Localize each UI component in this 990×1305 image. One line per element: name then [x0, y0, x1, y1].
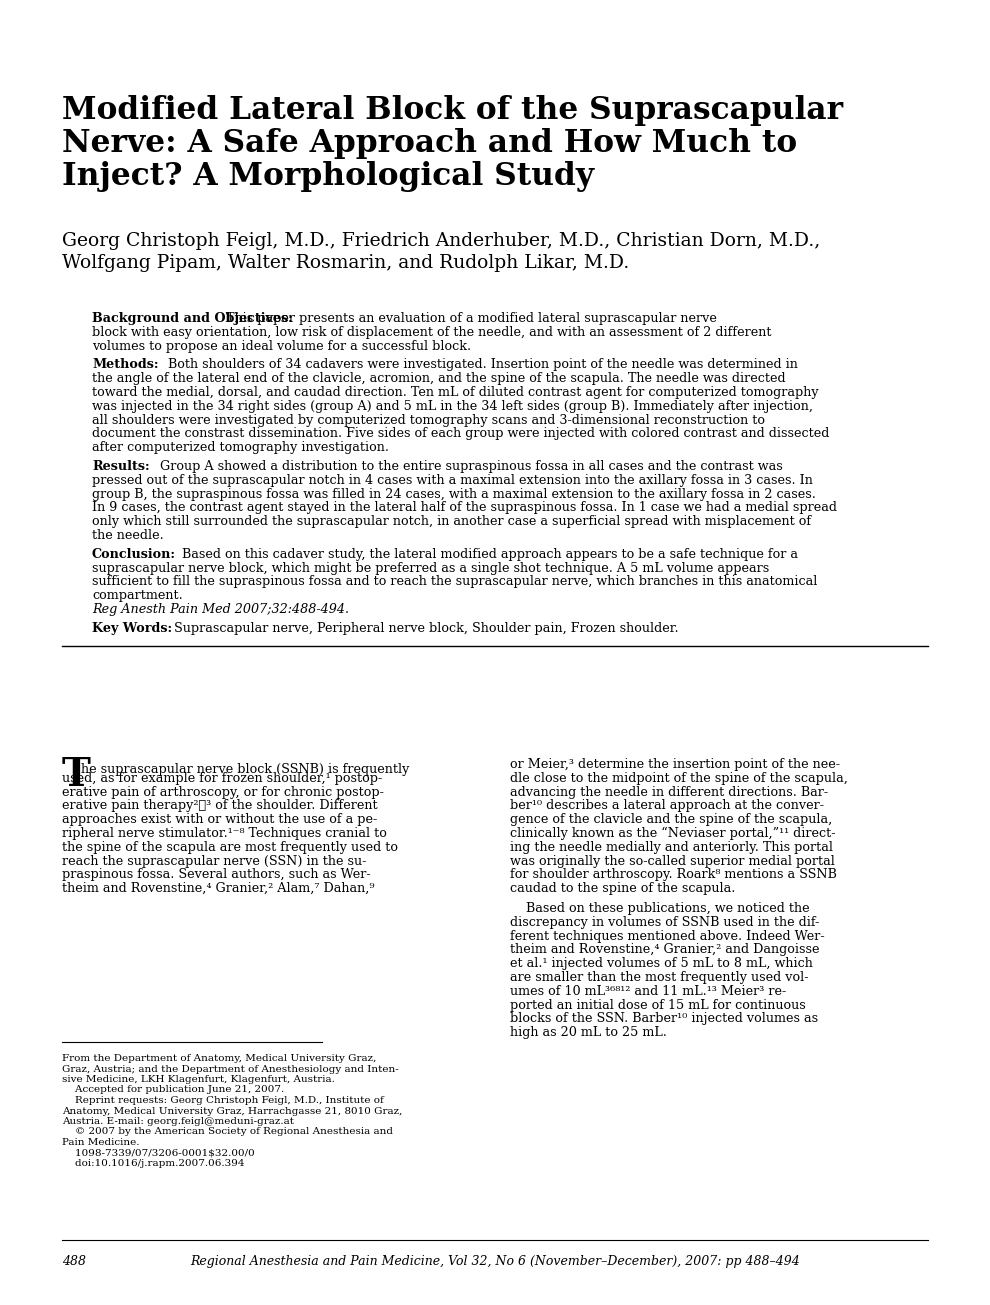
Text: Nerve: A Safe Approach and How Much to: Nerve: A Safe Approach and How Much to	[62, 128, 797, 159]
Text: suprascapular nerve block, which might be preferred as a single shot technique. : suprascapular nerve block, which might b…	[92, 561, 769, 574]
Text: the needle.: the needle.	[92, 529, 163, 542]
Text: caudad to the spine of the scapula.: caudad to the spine of the scapula.	[510, 882, 736, 895]
Text: Pain Medicine.: Pain Medicine.	[62, 1138, 140, 1147]
Text: toward the medial, dorsal, and caudad direction. Ten mL of diluted contrast agen: toward the medial, dorsal, and caudad di…	[92, 386, 819, 399]
Text: Inject? A Morphological Study: Inject? A Morphological Study	[62, 161, 594, 192]
Text: high as 20 mL to 25 mL.: high as 20 mL to 25 mL.	[510, 1026, 667, 1039]
Text: Graz, Austria; and the Department of Anesthesiology and Inten-: Graz, Austria; and the Department of Ane…	[62, 1065, 399, 1074]
Text: approaches exist with or without the use of a pe-: approaches exist with or without the use…	[62, 813, 377, 826]
Text: ferent techniques mentioned above. Indeed Wer-: ferent techniques mentioned above. Indee…	[510, 929, 825, 942]
Text: From the Department of Anatomy, Medical University Graz,: From the Department of Anatomy, Medical …	[62, 1054, 376, 1064]
Text: Regional Anesthesia and Pain Medicine, Vol 32, No 6 (November–December), 2007: p: Regional Anesthesia and Pain Medicine, V…	[190, 1255, 800, 1268]
Text: Reg Anesth Pain Med 2007;32:488-494.: Reg Anesth Pain Med 2007;32:488-494.	[92, 603, 349, 616]
Text: document the constrast dissemination. Five sides of each group were injected wit: document the constrast dissemination. Fi…	[92, 428, 830, 440]
Text: dle close to the midpoint of the spine of the scapula,: dle close to the midpoint of the spine o…	[510, 771, 847, 784]
Text: for shoulder arthroscopy. Roark⁸ mentions a SSNB: for shoulder arthroscopy. Roark⁸ mention…	[510, 868, 837, 881]
Text: This paper presents an evaluation of a modified lateral suprascapular nerve: This paper presents an evaluation of a m…	[210, 312, 717, 325]
Text: ported an initial dose of 15 mL for continuous: ported an initial dose of 15 mL for cont…	[510, 998, 806, 1011]
Text: all shoulders were investigated by computerized tomography scans and 3-dimension: all shoulders were investigated by compu…	[92, 414, 765, 427]
Text: block with easy orientation, low risk of displacement of the needle, and with an: block with easy orientation, low risk of…	[92, 326, 771, 339]
Text: ing the needle medially and anteriorly. This portal: ing the needle medially and anteriorly. …	[510, 840, 833, 853]
Text: blocks of the SSN. Barber¹⁰ injected volumes as: blocks of the SSN. Barber¹⁰ injected vol…	[510, 1013, 818, 1026]
Text: volumes to propose an ideal volume for a successful block.: volumes to propose an ideal volume for a…	[92, 339, 471, 352]
Text: the spine of the scapula are most frequently used to: the spine of the scapula are most freque…	[62, 840, 398, 853]
Text: was originally the so-called superior medial portal: was originally the so-called superior me…	[510, 855, 835, 868]
Text: Results:: Results:	[92, 459, 149, 472]
Text: Reprint requests: Georg Christoph Feigl, M.D., Institute of: Reprint requests: Georg Christoph Feigl,…	[62, 1096, 384, 1105]
Text: Group A showed a distribution to the entire supraspinous fossa in all cases and : Group A showed a distribution to the ent…	[144, 459, 783, 472]
Text: Both shoulders of 34 cadavers were investigated. Insertion point of the needle w: Both shoulders of 34 cadavers were inves…	[152, 359, 798, 372]
Text: 1098-7339/07/3206-0001$32.00/0: 1098-7339/07/3206-0001$32.00/0	[62, 1148, 254, 1158]
Text: Georg Christoph Feigl, M.D., Friedrich Anderhuber, M.D., Christian Dorn, M.D.,: Georg Christoph Feigl, M.D., Friedrich A…	[62, 232, 821, 251]
Text: discrepancy in volumes of SSNB used in the dif-: discrepancy in volumes of SSNB used in t…	[510, 916, 820, 929]
Text: praspinous fossa. Several authors, such as Wer-: praspinous fossa. Several authors, such …	[62, 868, 370, 881]
Text: Methods:: Methods:	[92, 359, 158, 372]
Text: Background and Objectives:: Background and Objectives:	[92, 312, 293, 325]
Text: In 9 cases, the contrast agent stayed in the lateral half of the supraspinous fo: In 9 cases, the contrast agent stayed in…	[92, 501, 837, 514]
Text: the angle of the lateral end of the clavicle, acromion, and the spine of the sca: the angle of the lateral end of the clav…	[92, 372, 786, 385]
Text: used, as for example for frozen shoulder,¹ postop-: used, as for example for frozen shoulder…	[62, 771, 382, 784]
Text: Austria. E-mail: georg.feigl@meduni-graz.at: Austria. E-mail: georg.feigl@meduni-graz…	[62, 1117, 294, 1126]
Text: reach the suprascapular nerve (SSN) in the su-: reach the suprascapular nerve (SSN) in t…	[62, 855, 366, 868]
Text: Suprascapular nerve, Peripheral nerve block, Shoulder pain, Frozen shoulder.: Suprascapular nerve, Peripheral nerve bl…	[158, 621, 678, 634]
Text: theim and Rovenstine,⁴ Granier,² Alam,⁷ Dahan,⁹: theim and Rovenstine,⁴ Granier,² Alam,⁷ …	[62, 882, 374, 895]
Text: after computerized tomography investigation.: after computerized tomography investigat…	[92, 441, 389, 454]
Text: theim and Rovenstine,⁴ Granier,² and Dangoisse: theim and Rovenstine,⁴ Granier,² and Dan…	[510, 944, 820, 957]
Text: © 2007 by the American Society of Regional Anesthesia and: © 2007 by the American Society of Region…	[62, 1128, 393, 1137]
Text: gence of the clavicle and the spine of the scapula,: gence of the clavicle and the spine of t…	[510, 813, 833, 826]
Text: erative pain therapy²‧³ of the shoulder. Different: erative pain therapy²‧³ of the shoulder.…	[62, 800, 377, 813]
Text: compartment.: compartment.	[92, 589, 183, 602]
Text: erative pain of arthroscopy, or for chronic postop-: erative pain of arthroscopy, or for chro…	[62, 786, 384, 799]
Text: Wolfgang Pipam, Walter Rosmarin, and Rudolph Likar, M.D.: Wolfgang Pipam, Walter Rosmarin, and Rud…	[62, 254, 630, 271]
Text: Based on these publications, we noticed the: Based on these publications, we noticed …	[510, 902, 810, 915]
Text: ber¹⁰ describes a lateral approach at the conver-: ber¹⁰ describes a lateral approach at th…	[510, 800, 824, 813]
Text: T: T	[62, 756, 91, 793]
Text: group B, the supraspinous fossa was filled in 24 cases, with a maximal extension: group B, the supraspinous fossa was fill…	[92, 488, 816, 501]
Text: was injected in the 34 right sides (group A) and 5 mL in the 34 left sides (grou: was injected in the 34 right sides (grou…	[92, 399, 813, 412]
Text: pressed out of the suprascapular notch in 4 cases with a maximal extension into : pressed out of the suprascapular notch i…	[92, 474, 813, 487]
Text: or Meier,³ determine the insertion point of the nee-: or Meier,³ determine the insertion point…	[510, 758, 840, 771]
Text: Anatomy, Medical University Graz, Harrachgasse 21, 8010 Graz,: Anatomy, Medical University Graz, Harrac…	[62, 1107, 402, 1116]
Text: only which still surrounded the suprascapular notch, in another case a superfici: only which still surrounded the suprasca…	[92, 515, 811, 529]
Text: Based on this cadaver study, the lateral modified approach appears to be a safe : Based on this cadaver study, the lateral…	[166, 548, 798, 561]
Text: clinically known as the “Neviaser portal,”¹¹ direct-: clinically known as the “Neviaser portal…	[510, 827, 836, 840]
Text: Modified Lateral Block of the Suprascapular: Modified Lateral Block of the Suprascapu…	[62, 95, 843, 127]
Text: Key Words:: Key Words:	[92, 621, 172, 634]
Text: 488: 488	[62, 1255, 86, 1268]
Text: are smaller than the most frequently used vol-: are smaller than the most frequently use…	[510, 971, 809, 984]
Text: advancing the needle in different directions. Bar-: advancing the needle in different direct…	[510, 786, 828, 799]
Text: sive Medicine, LKH Klagenfurt, Klagenfurt, Austria.: sive Medicine, LKH Klagenfurt, Klagenfur…	[62, 1075, 335, 1084]
Text: doi:10.1016/j.rapm.2007.06.394: doi:10.1016/j.rapm.2007.06.394	[62, 1159, 245, 1168]
Text: sufficient to fill the supraspinous fossa and to reach the suprascapular nerve, : sufficient to fill the supraspinous foss…	[92, 576, 818, 589]
Text: umes of 10 mL³⁶⁸¹² and 11 mL.¹³ Meier³ re-: umes of 10 mL³⁶⁸¹² and 11 mL.¹³ Meier³ r…	[510, 985, 786, 998]
Text: Accepted for publication June 21, 2007.: Accepted for publication June 21, 2007.	[62, 1086, 284, 1095]
Text: et al.¹ injected volumes of 5 mL to 8 mL, which: et al.¹ injected volumes of 5 mL to 8 mL…	[510, 957, 813, 970]
Text: ripheral nerve stimulator.¹⁻⁸ Techniques cranial to: ripheral nerve stimulator.¹⁻⁸ Techniques…	[62, 827, 387, 840]
Text: Conclusion:: Conclusion:	[92, 548, 176, 561]
Text: he suprascapular nerve block (SSNB) is frequently: he suprascapular nerve block (SSNB) is f…	[81, 763, 410, 776]
